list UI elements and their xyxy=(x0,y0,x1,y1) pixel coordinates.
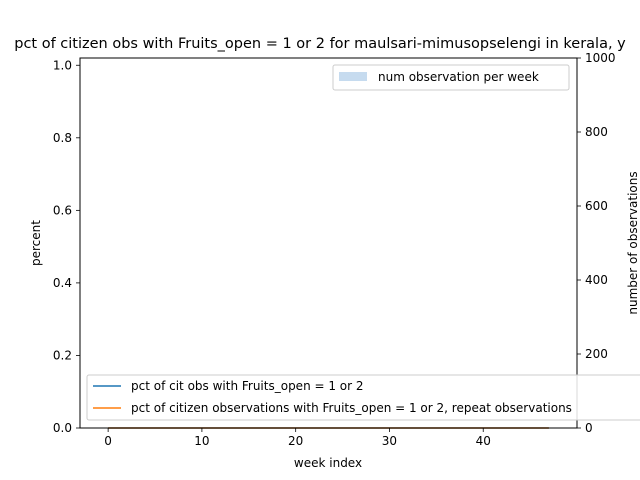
x-axis-label: week index xyxy=(294,456,362,470)
x-tick-label: 30 xyxy=(382,434,397,448)
y-left-tick-label: 1.0 xyxy=(53,58,72,72)
legend-lines-box xyxy=(86,374,640,421)
legend-bars-box xyxy=(332,64,570,91)
y-left-tick-label: 0.0 xyxy=(53,421,72,435)
y-left-tick-label: 0.2 xyxy=(53,348,72,362)
x-tick-label: 10 xyxy=(194,434,209,448)
y-left-tick-label: 0.6 xyxy=(53,203,72,217)
legend-bars-swatch xyxy=(339,72,367,81)
plot-frame xyxy=(79,57,578,429)
y-right-tick-label: 1000 xyxy=(585,51,616,65)
y-right-tick-label: 600 xyxy=(585,199,608,213)
legend-bars-label: num observation per week xyxy=(378,70,539,84)
legend-bars: num observation per week xyxy=(332,64,570,91)
chart-title: pct of citizen obs with Fruits_open = 1 … xyxy=(14,36,626,52)
y-right-tick-label: 0 xyxy=(585,421,593,435)
y-axis-right-ticks: 0 200 400 600 800 1000 xyxy=(577,51,616,435)
y-right-tick-label: 800 xyxy=(585,125,608,139)
y-right-tick-label: 400 xyxy=(585,273,608,287)
y-axis-left-ticks: 0.0 0.2 0.4 0.6 0.8 1.0 xyxy=(53,58,80,435)
y-left-tick-label: 0.4 xyxy=(53,276,72,290)
legend-line-label-1: pct of citizen observations with Fruits_… xyxy=(131,401,572,415)
legend-lines: pct of cit obs with Fruits_open = 1 or 2… xyxy=(86,374,640,421)
y-left-tick-label: 0.8 xyxy=(53,131,72,145)
y-axis-right-label: number of observations xyxy=(626,171,640,314)
x-tick-label: 40 xyxy=(476,434,491,448)
y-right-tick-label: 200 xyxy=(585,347,608,361)
x-tick-label: 20 xyxy=(288,434,303,448)
y-axis-left-label: percent xyxy=(29,220,43,266)
x-tick-label: 0 xyxy=(104,434,112,448)
legend-line-label-0: pct of cit obs with Fruits_open = 1 or 2 xyxy=(131,379,364,393)
x-axis-ticks: 0 10 20 30 40 xyxy=(104,428,491,448)
